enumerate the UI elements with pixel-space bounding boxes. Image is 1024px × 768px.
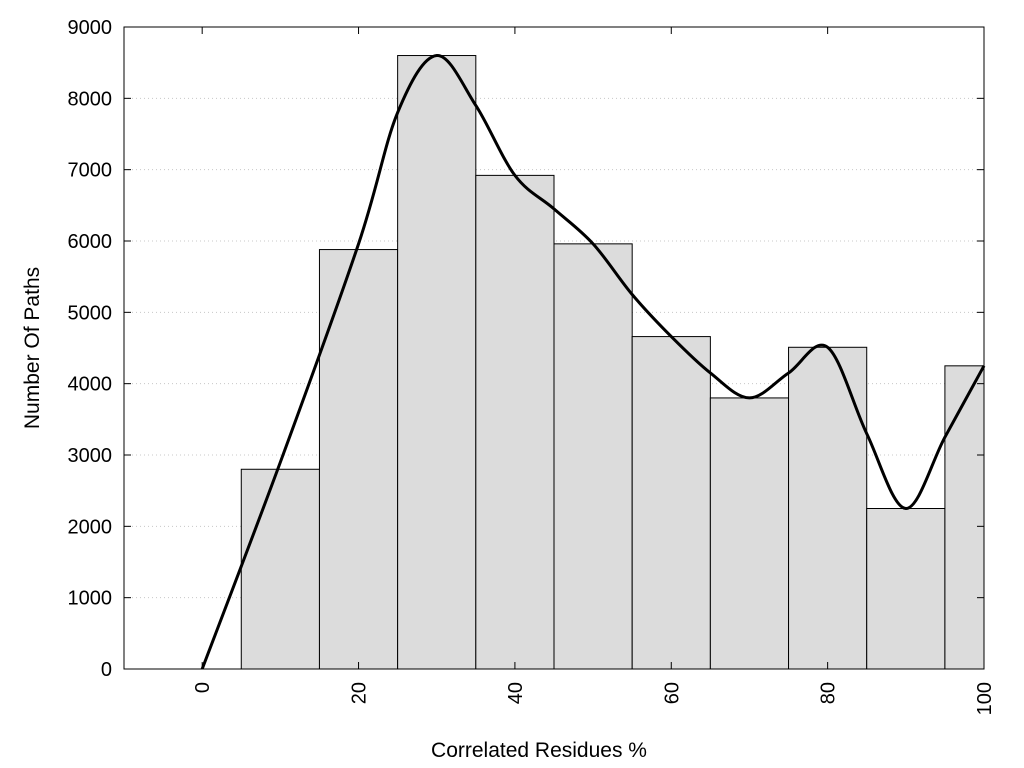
- fit-curve-line: [200, 54, 986, 670]
- y-tick-label: 3000: [68, 445, 113, 467]
- histogram-bar: [709, 397, 790, 670]
- y-axis-title: Number Of Paths: [21, 267, 44, 429]
- y-tick-label: 8000: [68, 88, 113, 110]
- histogram-bar: [553, 243, 633, 670]
- histogram-bar: [631, 336, 711, 670]
- y-tick-label: 4000: [68, 374, 113, 396]
- histogram-bar: [944, 365, 985, 670]
- histogram-bar: [475, 174, 555, 670]
- y-tick-label: 6000: [68, 231, 113, 253]
- x-tick-label: 0: [192, 682, 214, 693]
- smoothed-curve: [200, 54, 986, 670]
- x-axis-ticks: 0 20 40 60 80 100: [192, 27, 996, 715]
- y-tick-label: 7000: [68, 160, 113, 182]
- x-tick-label: 80: [818, 682, 840, 704]
- y-tick-label: 9000: [68, 17, 113, 39]
- histogram-bars: [240, 55, 985, 670]
- histogram-bar: [240, 468, 320, 670]
- y-tick-label: 5000: [68, 302, 113, 324]
- y-axis-ticks: 0 1000 2000 3000 4000 5000 6000 7000 8000 9000: [68, 17, 984, 681]
- y-tick-label: 2000: [68, 516, 113, 538]
- x-tick-label: 100: [974, 682, 996, 715]
- histogram-bar: [397, 55, 477, 670]
- x-tick-label: 60: [661, 682, 683, 704]
- plot-frame: [123, 26, 985, 670]
- histogram-bar: [866, 508, 946, 670]
- y-tick-label: 1000: [68, 588, 113, 610]
- y-tick-label: 0: [101, 659, 112, 681]
- histogram-bar: [788, 346, 868, 670]
- x-axis-title: Correlated Residues %: [431, 739, 647, 762]
- x-tick-label: 20: [349, 682, 371, 704]
- x-tick-label: 40: [505, 682, 527, 704]
- histogram-bar: [318, 249, 399, 670]
